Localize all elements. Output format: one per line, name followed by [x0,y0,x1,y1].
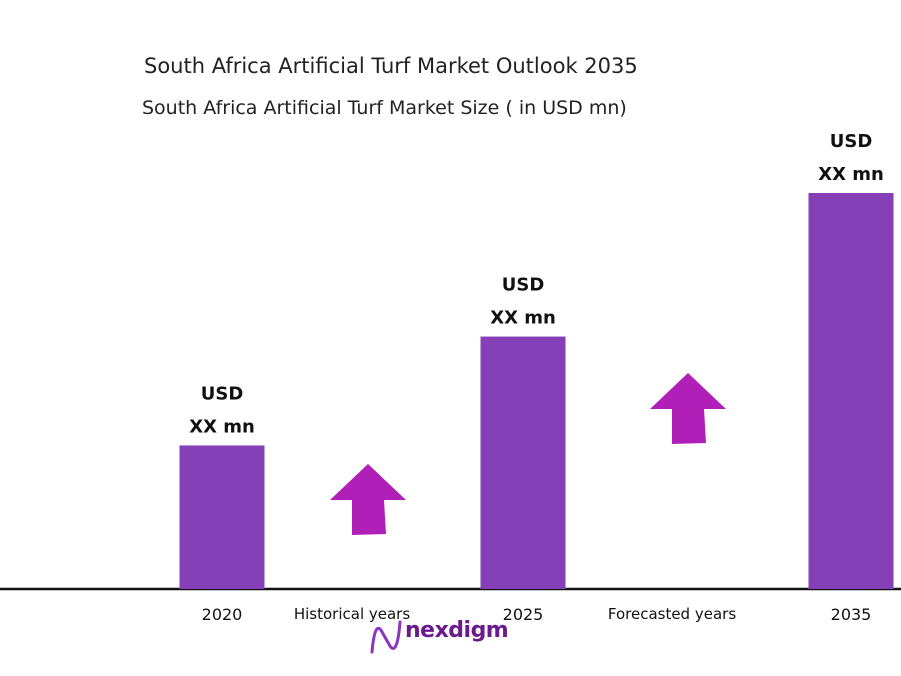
nexdigm-logo-icon [370,620,402,654]
bar-2020 [179,445,265,589]
data-label-line2-2025: XX mn [490,308,556,329]
data-label-line1-2035: USD [830,131,873,152]
x-tick-label-2020: 2020 [202,605,243,624]
data-label-line2-2020: XX mn [189,416,255,437]
x-tick-label-2035: 2035 [831,605,872,624]
chart-subtitle: South Africa Artificial Turf Market Size… [142,97,627,119]
bar-2035 [808,193,894,589]
data-label-line1-2025: USD [502,275,545,296]
bar-2025 [480,336,566,589]
growth-arrow-forecasted-icon [650,373,726,444]
data-label-line1-2020: USD [201,383,244,404]
annotation-forecasted: Forecasted years [608,605,736,623]
chart-title: South Africa Artificial Turf Market Outl… [144,54,638,78]
nexdigm-logo: nexdigm [405,618,509,643]
x-tick-label-2025: 2025 [503,605,544,624]
growth-arrow-historical-icon [330,464,406,535]
annotation-historical: Historical years [294,605,410,623]
data-label-line2-2035: XX mn [818,164,884,185]
